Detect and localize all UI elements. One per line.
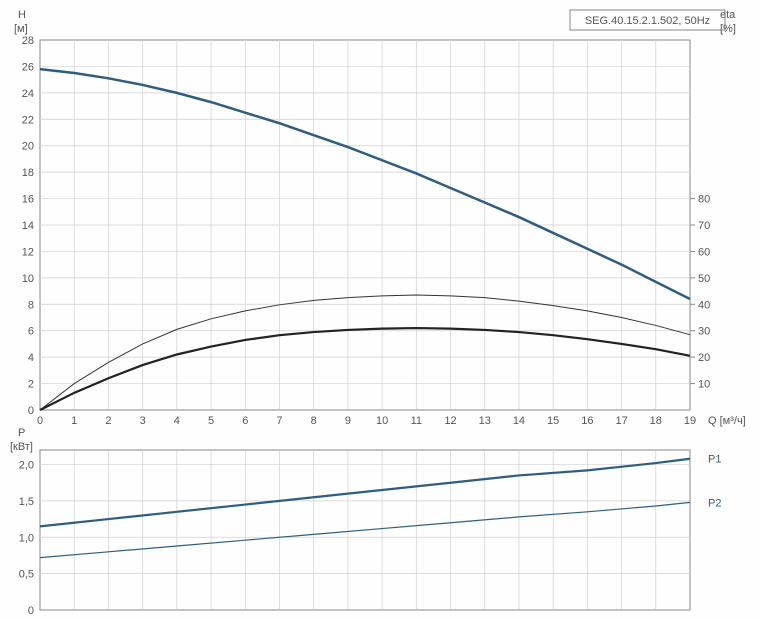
- lower-y-tick-label: 1,5: [19, 496, 34, 508]
- yr-tick-label: 30: [698, 326, 710, 338]
- yl-tick-label: 18: [22, 167, 34, 179]
- yl-tick-label: 28: [22, 35, 34, 47]
- series-eta_thin: [40, 295, 690, 410]
- pump-curve-chart: SEG.40.15.2.1.502, 50Hz01234567891011121…: [0, 0, 760, 620]
- yr-axis-label-2: [%]: [720, 23, 736, 35]
- x-tick-label: 2: [105, 415, 111, 427]
- x-tick-label: 19: [684, 415, 696, 427]
- x-tick-label: 7: [276, 415, 282, 427]
- x-tick-label: 18: [650, 415, 662, 427]
- yr-tick-label: 20: [698, 352, 710, 364]
- title-text: SEG.40.15.2.1.502, 50Hz: [585, 15, 710, 27]
- yl-tick-label: 6: [28, 326, 34, 338]
- yl-tick-label: 0: [28, 405, 34, 417]
- lower-yl-label-1: P: [18, 427, 25, 439]
- x-tick-label: 6: [242, 415, 248, 427]
- yr-tick-label: 80: [698, 194, 710, 206]
- yl-tick-label: 10: [22, 273, 34, 285]
- yl-tick-label: 20: [22, 141, 34, 153]
- lower-y-tick-label: 0: [28, 605, 34, 617]
- series-label-P1: P1: [708, 454, 721, 466]
- yl-tick-label: 2: [28, 379, 34, 391]
- x-tick-label: 3: [140, 415, 146, 427]
- x-tick-label: 8: [311, 415, 317, 427]
- x-tick-label: 16: [581, 415, 593, 427]
- x-tick-label: 4: [174, 415, 180, 427]
- yr-tick-label: 70: [698, 220, 710, 232]
- yl-tick-label: 26: [22, 61, 34, 73]
- series-P1: [40, 459, 690, 527]
- yl-tick-label: 12: [22, 246, 34, 258]
- yl-axis-label-1: H: [18, 9, 26, 21]
- yl-tick-label: 4: [28, 352, 34, 364]
- x-tick-label: 15: [547, 415, 559, 427]
- x-tick-label: 1: [71, 415, 77, 427]
- x-tick-label: 12: [444, 415, 456, 427]
- yl-tick-label: 24: [22, 88, 34, 100]
- lower-y-tick-label: 0,5: [19, 569, 34, 581]
- yl-tick-label: 8: [28, 299, 34, 311]
- yl-tick-label: 16: [22, 194, 34, 206]
- x-tick-label: 0: [37, 415, 43, 427]
- x-tick-label: 5: [208, 415, 214, 427]
- yr-tick-label: 50: [698, 273, 710, 285]
- yr-axis-label-1: eta: [720, 9, 736, 21]
- x-tick-label: 10: [376, 415, 388, 427]
- series-head_curve: [40, 69, 690, 299]
- x-tick-label: 14: [513, 415, 525, 427]
- x-tick-label: 11: [411, 415, 422, 427]
- yr-tick-label: 40: [698, 299, 710, 311]
- yr-tick-label: 10: [698, 379, 710, 391]
- x-tick-label: 9: [345, 415, 351, 427]
- x-axis-label: Q [м³/ч]: [708, 415, 746, 427]
- yr-tick-label: 60: [698, 246, 710, 258]
- lower-y-tick-label: 1,0: [19, 532, 34, 544]
- series-P2: [40, 502, 690, 557]
- series-eta_thick: [40, 328, 690, 410]
- series-label-P2: P2: [708, 497, 721, 509]
- x-tick-label: 17: [615, 415, 627, 427]
- x-tick-label: 13: [479, 415, 491, 427]
- yl-tick-label: 22: [22, 114, 34, 126]
- lower-y-tick-label: 2,0: [19, 460, 34, 472]
- lower-yl-label-2: [кВт]: [10, 441, 33, 453]
- yl-axis-label-2: [м]: [14, 23, 28, 35]
- yl-tick-label: 14: [22, 220, 34, 232]
